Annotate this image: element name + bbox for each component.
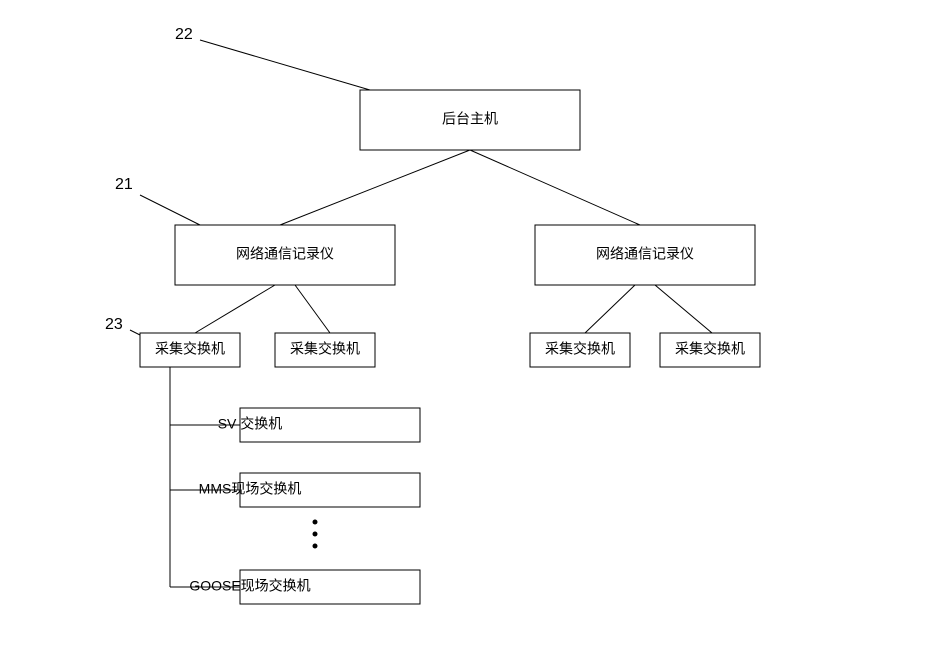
node-rec2: 网络通信记录仪	[535, 225, 755, 285]
node-label: 采集交换机	[290, 341, 360, 357]
node-label: 网络通信记录仪	[596, 246, 694, 262]
ellipsis-dot	[313, 532, 318, 537]
node-mms: MMS现场交换机	[199, 473, 420, 507]
tree-edge	[585, 285, 635, 333]
network-diagram: 后台主机网络通信记录仪 网络通信记录仪采集交换机 采集交换机 采集交换机 采集交换机 SV…	[0, 0, 945, 659]
ellipsis-dot	[313, 544, 318, 549]
ref-label-21: 21	[115, 176, 133, 193]
tree-edge	[655, 285, 712, 333]
node-label: 后台主机	[442, 111, 498, 127]
tree-edge	[295, 285, 330, 333]
ellipsis-dot	[313, 520, 318, 525]
node-label: 采集交换机	[545, 341, 615, 357]
node-label: SV 交换机	[218, 416, 283, 432]
tree-edge	[195, 285, 275, 333]
node-sw4: 采集交换机	[660, 333, 760, 367]
node-sw1: 采集交换机	[140, 333, 240, 367]
node-sw2: 采集交换机	[275, 333, 375, 367]
node-label: MMS现场交换机	[199, 481, 302, 497]
node-goose: GOOSE现场交换机	[189, 570, 420, 604]
node-label: 网络通信记录仪	[236, 246, 334, 262]
label-line	[140, 195, 200, 225]
tree-edge	[280, 150, 470, 225]
tree-edge	[470, 150, 640, 225]
node-sw3: 采集交换机	[530, 333, 630, 367]
node-rec1: 网络通信记录仪	[175, 225, 395, 285]
node-label: 采集交换机	[675, 341, 745, 357]
label-line	[200, 40, 370, 90]
node-label: GOOSE现场交换机	[189, 578, 310, 594]
node-sv: SV 交换机	[218, 408, 420, 442]
node-label: 采集交换机	[155, 341, 225, 357]
ref-label-22: 22	[175, 26, 193, 43]
ref-label-23: 23	[105, 316, 123, 333]
node-root: 后台主机	[360, 90, 580, 150]
